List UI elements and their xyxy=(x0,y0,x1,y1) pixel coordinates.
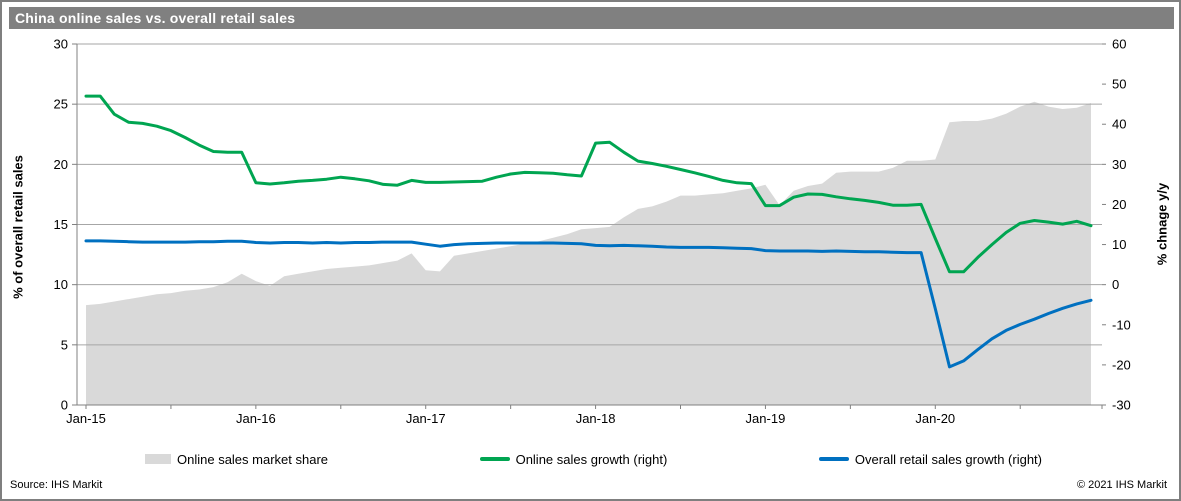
green-line-swatch-icon xyxy=(479,457,510,461)
y-right-tick-label: 50 xyxy=(1112,77,1126,92)
y-left-tick-label: 0 xyxy=(61,398,68,413)
chart-title: China online sales vs. overall retail sa… xyxy=(15,10,296,26)
y-right-tick-label: 0 xyxy=(1112,277,1119,292)
x-tick-label: Jan-17 xyxy=(406,411,446,426)
legend-item-online-growth: Online sales growth (right) xyxy=(479,451,668,467)
y-left-tick-label: 15 xyxy=(54,217,68,232)
x-tick-label: Jan-15 xyxy=(66,411,106,426)
y-right-tick-label: 40 xyxy=(1112,117,1126,132)
y-right-tick-label: -20 xyxy=(1112,357,1131,372)
right-axis-title: % chnage y/y xyxy=(1154,182,1170,266)
y-right-tick-label: 30 xyxy=(1112,157,1126,172)
blue-line-swatch-icon xyxy=(818,457,849,461)
title-bar: China online sales vs. overall retail sa… xyxy=(9,7,1174,29)
left-axis-title: % of overall retail sales xyxy=(10,155,26,299)
y-left-tick-label: 25 xyxy=(54,97,68,112)
x-tick-label: Jan-16 xyxy=(236,411,276,426)
y-right-tick-label: 60 xyxy=(1112,37,1126,52)
y-right-tick-label: 20 xyxy=(1112,197,1126,212)
legend-item-retail-growth: Overall retail sales growth (right) xyxy=(818,451,1042,467)
y-right-tick-label: -10 xyxy=(1112,317,1131,332)
source-note: Source: IHS Markit xyxy=(10,479,103,491)
x-tick-label: Jan-20 xyxy=(915,411,955,426)
copyright-note: © 2021 IHS Markit xyxy=(1076,479,1167,491)
legend-label-online-growth: Online sales growth (right) xyxy=(515,451,668,467)
y-right-tick-label: 10 xyxy=(1112,237,1126,252)
x-tick-label: Jan-18 xyxy=(576,411,616,426)
y-right-tick-label: -30 xyxy=(1112,398,1131,413)
x-tick-label: Jan-19 xyxy=(746,411,786,426)
share-area xyxy=(86,101,1091,406)
legend-label-market-share: Online sales market share xyxy=(177,451,329,467)
online-growth-line xyxy=(84,94,1093,274)
legend: Online sales market share Online sales g… xyxy=(77,450,1102,468)
legend-label-retail-growth: Overall retail sales growth (right) xyxy=(854,451,1042,467)
retail-growth-line xyxy=(84,239,1093,369)
area-swatch-icon xyxy=(145,454,171,464)
y-left-tick-label: 10 xyxy=(54,277,68,292)
y-left-tick-label: 30 xyxy=(54,37,68,52)
y-left-tick-label: 5 xyxy=(61,337,68,352)
legend-item-market-share: Online sales market share xyxy=(145,452,328,467)
y-left-tick-label: 20 xyxy=(54,157,68,172)
